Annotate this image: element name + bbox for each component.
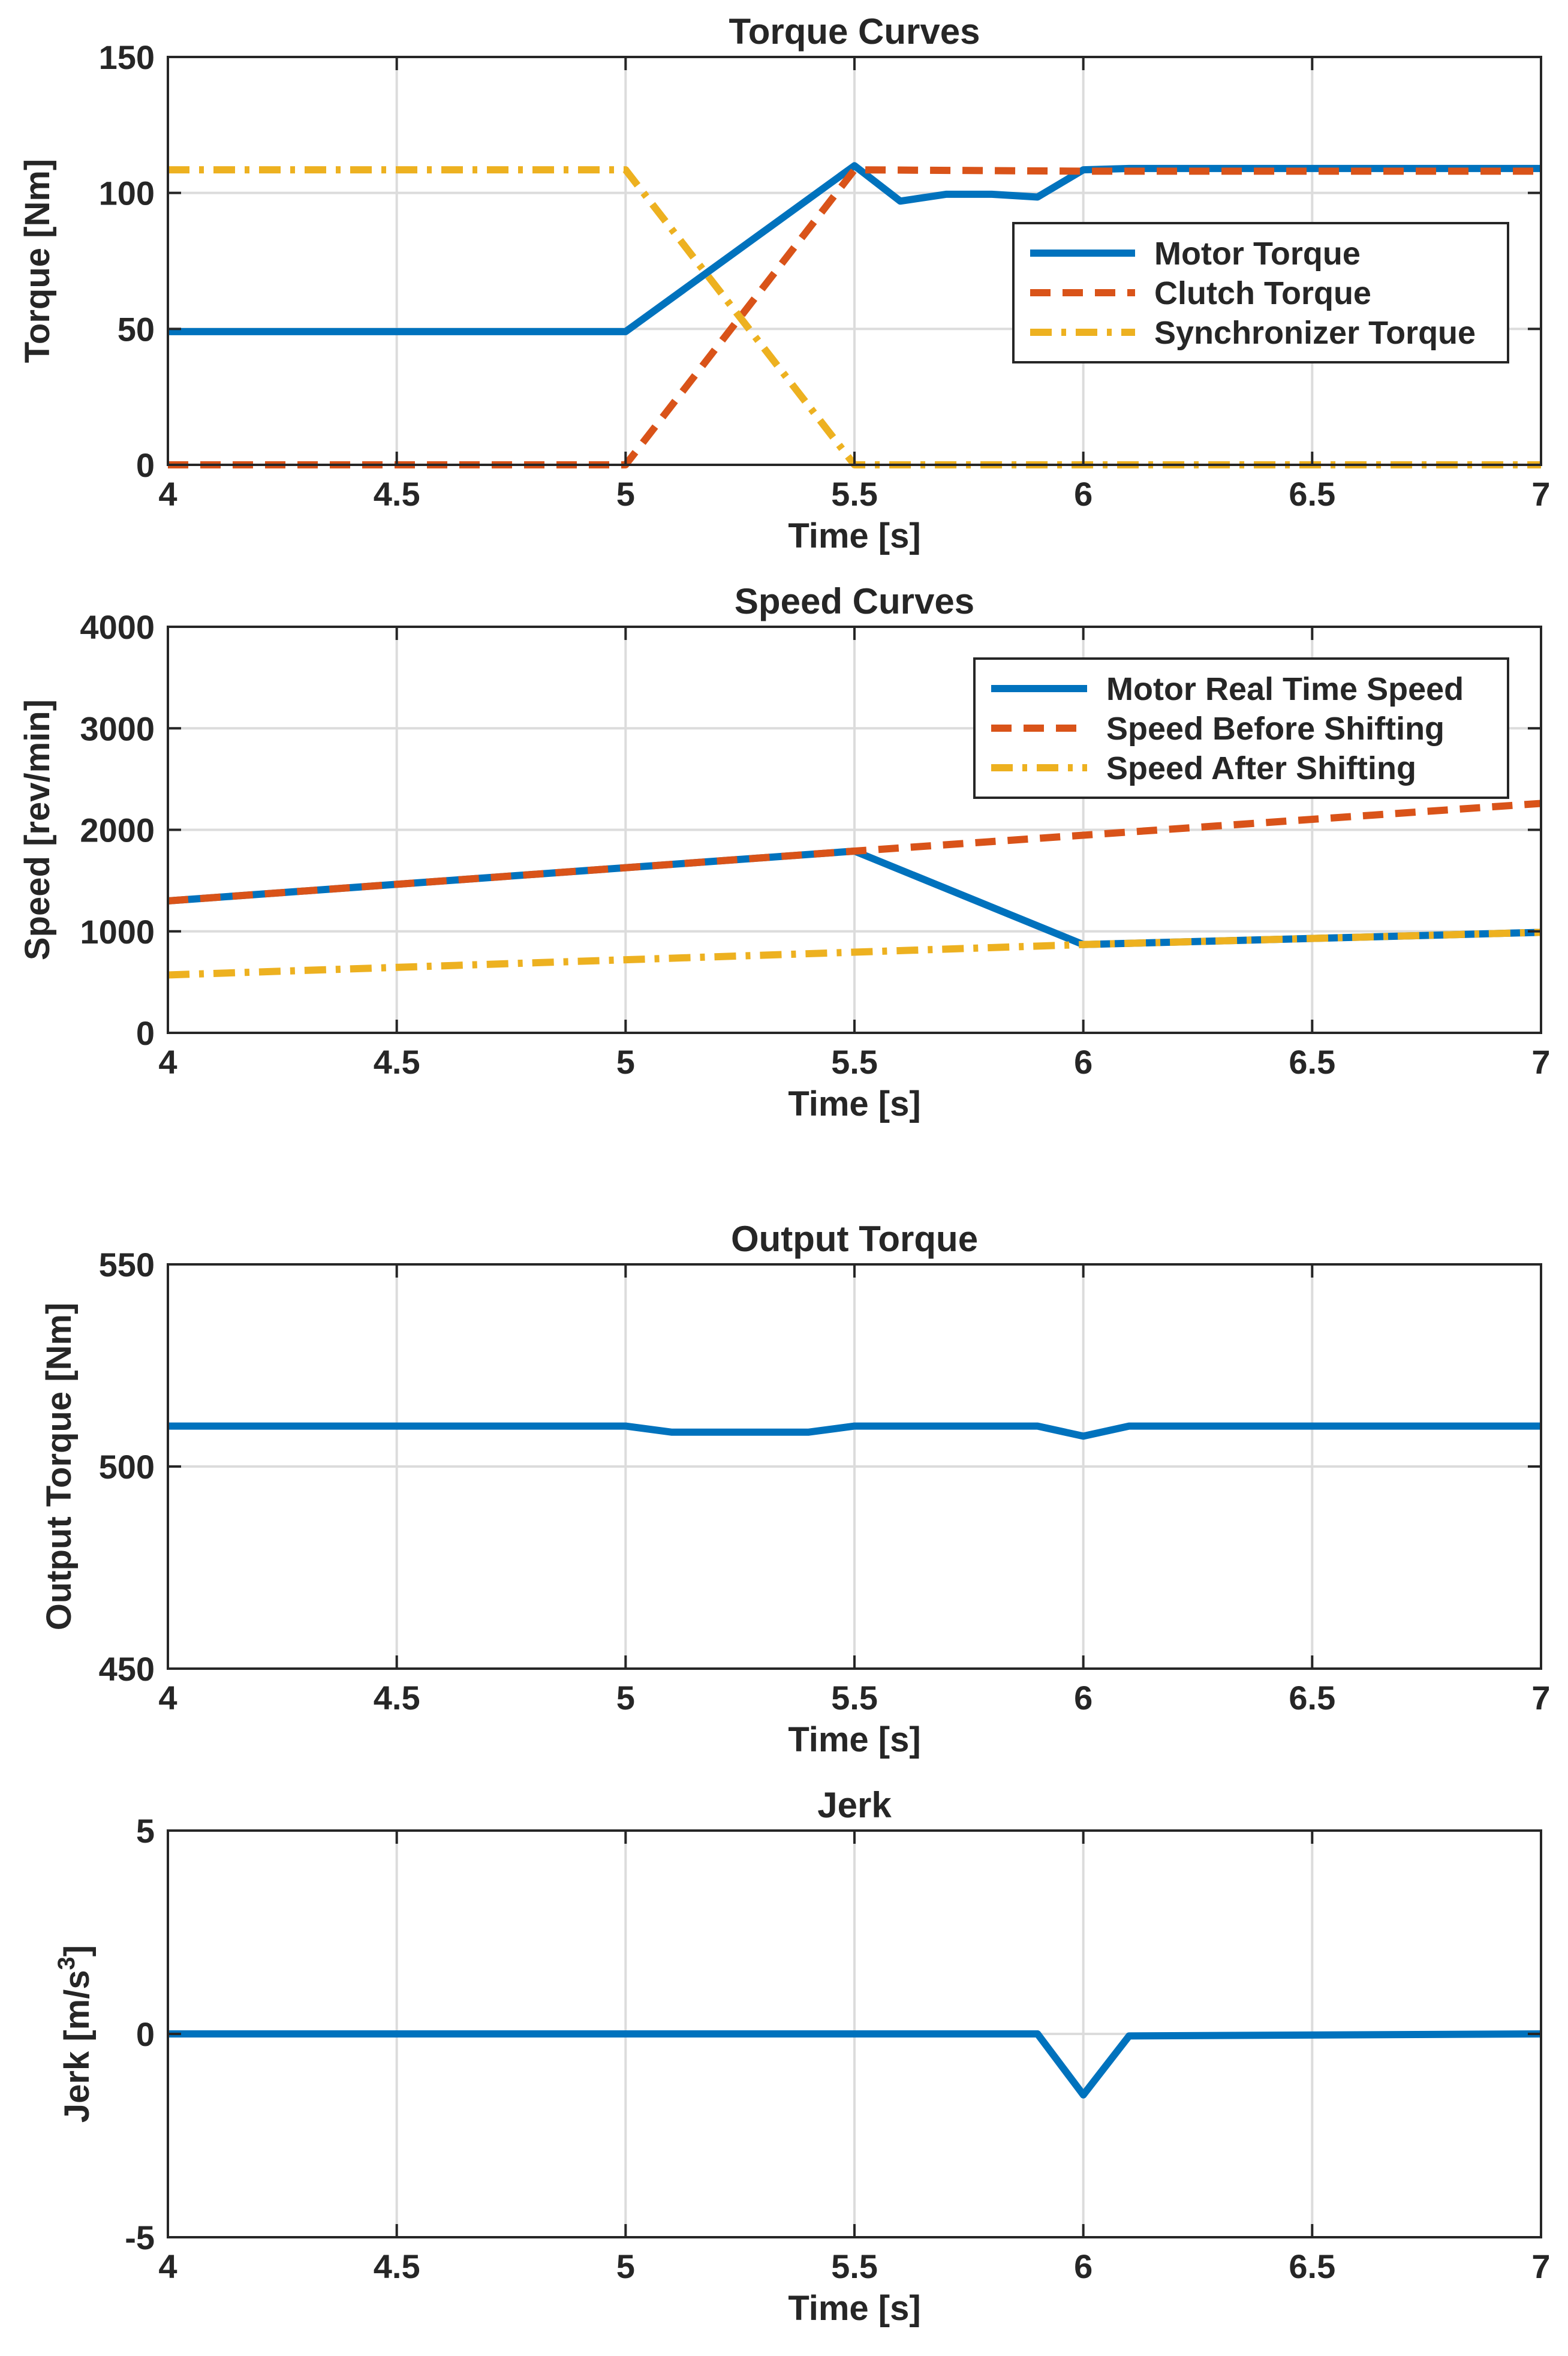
y-axis-label: Jerk [m/s3]: [53, 1945, 97, 2123]
x-tick-label: 7: [1531, 2247, 1550, 2285]
x-tick-label: 6.5: [1289, 2247, 1335, 2285]
chart-title: Jerk: [817, 1785, 892, 1825]
legend-entry: Motor Torque: [1154, 236, 1361, 272]
chart-title: Speed Curves: [735, 581, 974, 621]
x-tick-label: 4: [158, 1043, 177, 1081]
series-line-speed-after-shifting: [167, 928, 1542, 979]
x-tick-label: 6: [1074, 1043, 1093, 1081]
series-line-jerk: [168, 2030, 1542, 2099]
y-axis-label: Speed [rev/min]: [18, 699, 57, 960]
x-tick-label: 4: [158, 2247, 177, 2285]
x-tick-label: 7: [1531, 1043, 1550, 1081]
legend-entry: Speed Before Shifting: [1106, 711, 1444, 747]
x-tick-label: 5: [616, 1679, 635, 1717]
x-tick-label: 5.5: [831, 1043, 878, 1081]
y-tick-label: 5: [136, 1812, 155, 1850]
y-tick-label: 0: [136, 1014, 155, 1052]
y-tick-label: 50: [118, 310, 155, 348]
y-axis-label-suffix: ]: [58, 1945, 97, 1957]
x-tick-label: 6: [1074, 475, 1093, 513]
x-tick-label: 4.5: [374, 475, 420, 513]
chart-title: Output Torque: [731, 1219, 978, 1259]
x-tick-label: 6.5: [1289, 1043, 1335, 1081]
x-tick-label: 5: [616, 2247, 635, 2285]
y-tick-label: 1000: [80, 913, 155, 951]
x-axis-label: Time [s]: [788, 2289, 920, 2328]
x-tick-label: 5: [616, 1043, 635, 1081]
chart-panel-4: 4 4.5 5 5.5 6 6.5 7 -5 0 5 Jerk Time [s] Jerk [m/s3]: [53, 1785, 1551, 2328]
y-tick-label: 0: [136, 2015, 155, 2053]
x-tick-label: 6.5: [1289, 1679, 1335, 1717]
x-tick-label: 5.5: [831, 475, 878, 513]
x-axis-label: Time [s]: [788, 516, 920, 555]
x-tick-label: 6.5: [1289, 475, 1335, 513]
y-tick-label: 500: [99, 1448, 155, 1486]
y-tick-label: 2000: [80, 812, 155, 849]
x-tick-label: 5.5: [831, 1679, 878, 1717]
chart-title: Torque Curves: [729, 11, 980, 52]
y-axis-label: Output Torque [Nm]: [40, 1303, 79, 1631]
legend-entry: Synchronizer Torque: [1154, 315, 1476, 351]
y-tick-label: 0: [136, 446, 155, 484]
y-tick-label: 150: [99, 38, 155, 76]
chart-panel-1: 4 4.5 5 5.5 6 6.5 7 0 50 100 150 Torque Curves Time …: [18, 11, 1551, 555]
x-axis-label: Time [s]: [788, 1084, 920, 1123]
y-axis-label: Torque [Nm]: [18, 159, 57, 363]
x-axis-label: Time [s]: [788, 1720, 920, 1759]
y-tick-label: 100: [99, 175, 155, 212]
x-tick-label: 4.5: [374, 2247, 420, 2285]
x-tick-label: 7: [1531, 475, 1550, 513]
legend-entry: Clutch Torque: [1154, 275, 1371, 311]
y-tick-label: 4000: [80, 608, 155, 646]
series-line-speed-before-shifting: [167, 800, 1542, 904]
x-tick-label: 5: [616, 475, 635, 513]
x-tick-label: 4: [158, 475, 177, 513]
x-tick-label: 4: [158, 1679, 177, 1717]
y-axis-label-superscript: 3: [53, 1957, 80, 1970]
x-tick-label: 5.5: [831, 2247, 878, 2285]
y-tick-label: 550: [99, 1246, 155, 1284]
x-tick-label: 6: [1074, 2247, 1093, 2285]
x-tick-label: 6: [1074, 1679, 1093, 1717]
legend-entry: Speed After Shifting: [1106, 750, 1416, 786]
y-tick-label: -5: [125, 2219, 155, 2256]
y-tick-label: 450: [99, 1650, 155, 1688]
x-tick-label: 4.5: [374, 1043, 420, 1081]
x-tick-label: 7: [1531, 1679, 1550, 1717]
x-tick-label: 4.5: [374, 1679, 420, 1717]
series-line-output-torque: [168, 1422, 1541, 1440]
legend-entry: Motor Real Time Speed: [1106, 671, 1464, 707]
chart-panel-2: 4 4.5 5 5.5 6 6.5 7 0 1000 2000 3000 4000 Speed Curv…: [18, 581, 1551, 1123]
y-tick-label: 3000: [80, 710, 155, 747]
chart-panel-3: 4 4.5 5 5.5 6 6.5 7 450 500 550 Output Torque Time …: [40, 1219, 1551, 1759]
legend: Motor Real Time Speed Speed Before Shifti…: [973, 657, 1509, 799]
